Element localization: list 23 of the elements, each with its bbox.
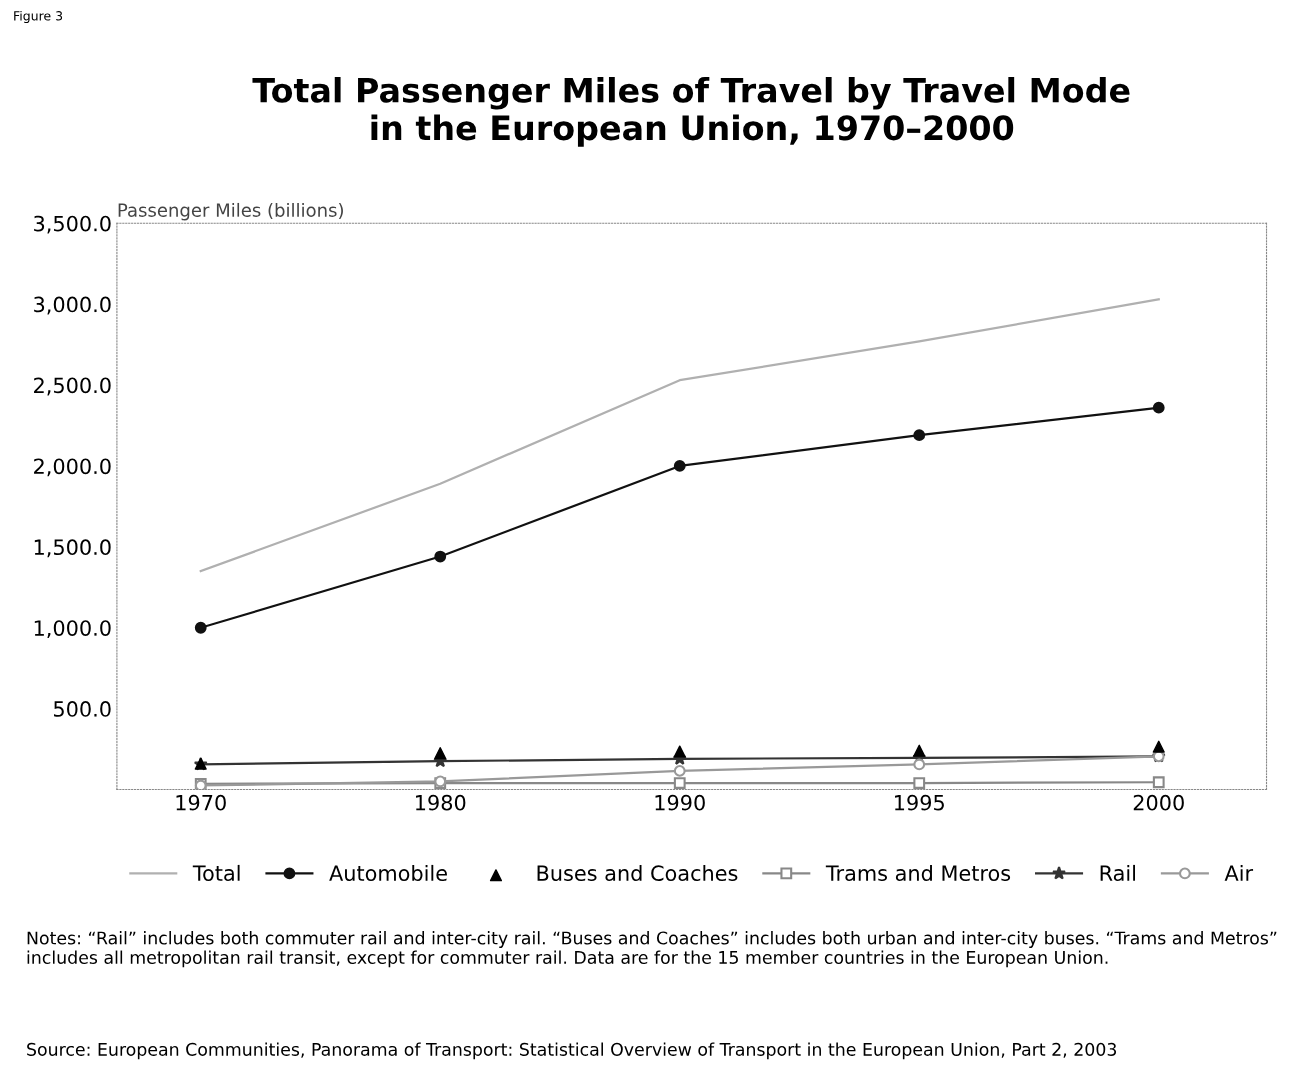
y-tick-label: 1,500.0	[34, 539, 111, 558]
y-tick-label: 3,500.0	[34, 215, 111, 234]
y-tick-label: 2,000.0	[34, 458, 111, 477]
y-axis-title: Passenger Miles (billions)	[118, 202, 343, 221]
x-tick-label: 1995	[895, 794, 944, 811]
legend-label: Buses and Coaches	[537, 864, 738, 882]
text: Notes: “Rail” includes both commuter rail and inter-city rail. “Buses and Coaches” includes both urban and inter-city buses. “Trams and Metros” includes all metropolitan rail transit, except for commuter rail. Data are for the 15 member countries in the European Union.	[27, 931, 1277, 968]
x-tick-label: 1980	[416, 794, 466, 811]
y-tick-label: 1,000.0	[34, 620, 111, 639]
x-tick-label: 2000	[1133, 794, 1184, 811]
x-tick-label: 1970	[176, 794, 226, 811]
legend-label: Rail	[1100, 864, 1136, 882]
legend-label: Total	[192, 864, 240, 882]
chart-title: Total Passenger Miles of Travel by Travel Mode in the European Union, 1970–2000	[252, 77, 1130, 147]
y-tick-label: 3,000.0	[34, 296, 111, 315]
y-tick-label: 2,500.0	[34, 377, 111, 396]
legend-label: Automobile	[329, 864, 447, 882]
source-note: Source: European Communities, Panorama of Transport: Statistical Overview of Transport in the European Union, Part 2, 2003	[27, 1042, 1117, 1060]
caption: Figure 3	[14, 10, 63, 23]
legend-label: Trams and Metros	[825, 864, 1011, 882]
legend-label: Air	[1224, 864, 1254, 881]
x-tick-label: 1990	[655, 794, 705, 811]
y-tick-label: 500.0	[54, 701, 111, 717]
